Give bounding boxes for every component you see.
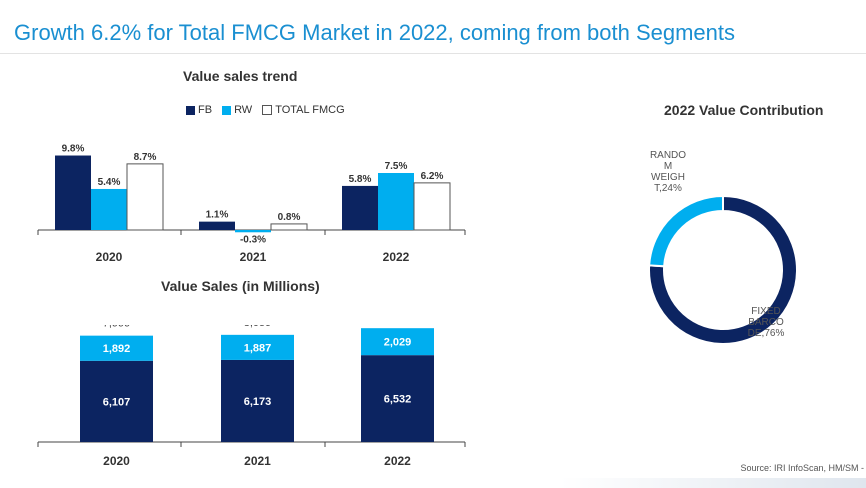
legend-total: TOTAL FMCG bbox=[262, 104, 345, 116]
sales-chart-title: Value Sales (in Millions) bbox=[161, 278, 320, 294]
donut-chart bbox=[648, 194, 798, 345]
sales-total-label: 8,059 bbox=[244, 325, 272, 329]
donut-label-line: M bbox=[663, 161, 673, 172]
trend-bar-fb-2021 bbox=[199, 221, 235, 230]
donut-label-line: WEIGH bbox=[651, 172, 685, 183]
trend-chart-title: Value sales trend bbox=[183, 68, 298, 84]
legend-fb-swatch bbox=[186, 105, 195, 115]
legend-total-label: TOTAL FMCG bbox=[275, 104, 345, 116]
trend-data-label: 1.1% bbox=[206, 210, 229, 221]
page-title: Growth 6.2% for Total FMCG Market in 202… bbox=[14, 20, 736, 45]
trend-category-label: 2022 bbox=[383, 250, 410, 264]
trend-bar-fb-2022 bbox=[342, 185, 378, 230]
donut-label-line: T,24% bbox=[654, 183, 682, 194]
donut-chart-title: 2022 Value Contribution bbox=[664, 102, 824, 118]
donut-slice-fixed-barcode bbox=[648, 194, 798, 345]
donut-label-fixed-barcode: FIXED BARCO DE,76% bbox=[738, 306, 794, 339]
sales-data-label: 6,532 bbox=[384, 394, 412, 406]
source-note: Source: IRI InfoScan, HM/SM - bbox=[740, 463, 864, 473]
footer-bar bbox=[560, 478, 866, 488]
trend-category-label: 2021 bbox=[240, 250, 267, 264]
sales-bar-fb-2020 bbox=[80, 360, 153, 442]
sales-category-label: 2022 bbox=[384, 454, 411, 468]
sales-data-label: 2,029 bbox=[384, 337, 412, 349]
trend-data-label: 5.4% bbox=[98, 177, 121, 188]
donut-label-line: BARCO bbox=[748, 317, 784, 328]
legend-rw-label: RW bbox=[234, 104, 253, 116]
legend-fb-label: FB bbox=[198, 104, 213, 116]
trend-legend: FB RW TOTAL FMCG bbox=[186, 104, 345, 116]
sales-data-label: 6,107 bbox=[103, 396, 131, 408]
sales-chart: 6,107 1,892 7,999 2020 6,173 1,887 8,059 2021 6,… bbox=[37, 325, 466, 468]
trend-bar-total-2021 bbox=[270, 223, 308, 231]
donut-label-random-weight: RANDO M WEIGH T,24% bbox=[640, 150, 696, 194]
trend-bar-total-2022 bbox=[413, 182, 451, 231]
trend-bar-rw-2020 bbox=[91, 188, 127, 230]
trend-data-label: 8.7% bbox=[134, 152, 157, 163]
sales-data-label: 6,173 bbox=[244, 396, 272, 408]
sales-total-label: 7,999 bbox=[103, 325, 131, 330]
trend-data-label: 6.2% bbox=[421, 171, 444, 182]
donut-label-line: DE,76% bbox=[747, 328, 785, 339]
legend-fb: FB bbox=[186, 104, 212, 116]
donut-label-line: FIXED bbox=[751, 306, 781, 317]
sales-bar-rw-2021 bbox=[221, 334, 294, 360]
sales-bar-rw-2022 bbox=[361, 328, 434, 356]
trend-data-label: 5.8% bbox=[349, 174, 372, 185]
trend-data-label: 9.8% bbox=[62, 144, 85, 155]
trend-bar-rw-2022 bbox=[378, 173, 414, 230]
trend-data-label: 0.8% bbox=[278, 212, 301, 223]
legend-total-swatch bbox=[262, 105, 273, 115]
donut-label-line: RANDO bbox=[649, 150, 687, 161]
donut-slice-random-weight bbox=[648, 194, 724, 268]
trend-bar-fb-2020 bbox=[55, 155, 91, 230]
sales-bar-fb-2021 bbox=[221, 359, 294, 442]
legend-rw-swatch bbox=[222, 105, 232, 115]
trend-data-label: -0.3% bbox=[240, 234, 266, 245]
sales-category-label: 2021 bbox=[244, 454, 271, 468]
trend-chart: 9.8% 5.4% 8.7% 2020 1.1% -0.3% 0.8% 2021 5.8% 7.5… bbox=[37, 144, 466, 264]
title-divider bbox=[0, 53, 866, 54]
trend-bar-total-2020 bbox=[126, 163, 164, 231]
sales-bar-fb-2022 bbox=[361, 355, 434, 442]
trend-bar-rw-2021 bbox=[235, 230, 271, 233]
sales-data-label: 1,892 bbox=[103, 343, 131, 355]
trend-data-label: 7.5% bbox=[385, 161, 408, 172]
sales-bar-rw-2020 bbox=[80, 335, 153, 361]
trend-category-label: 2020 bbox=[96, 250, 123, 264]
sales-data-label: 1,887 bbox=[244, 342, 272, 354]
sales-category-label: 2020 bbox=[103, 454, 130, 468]
legend-rw: RW bbox=[222, 104, 252, 116]
